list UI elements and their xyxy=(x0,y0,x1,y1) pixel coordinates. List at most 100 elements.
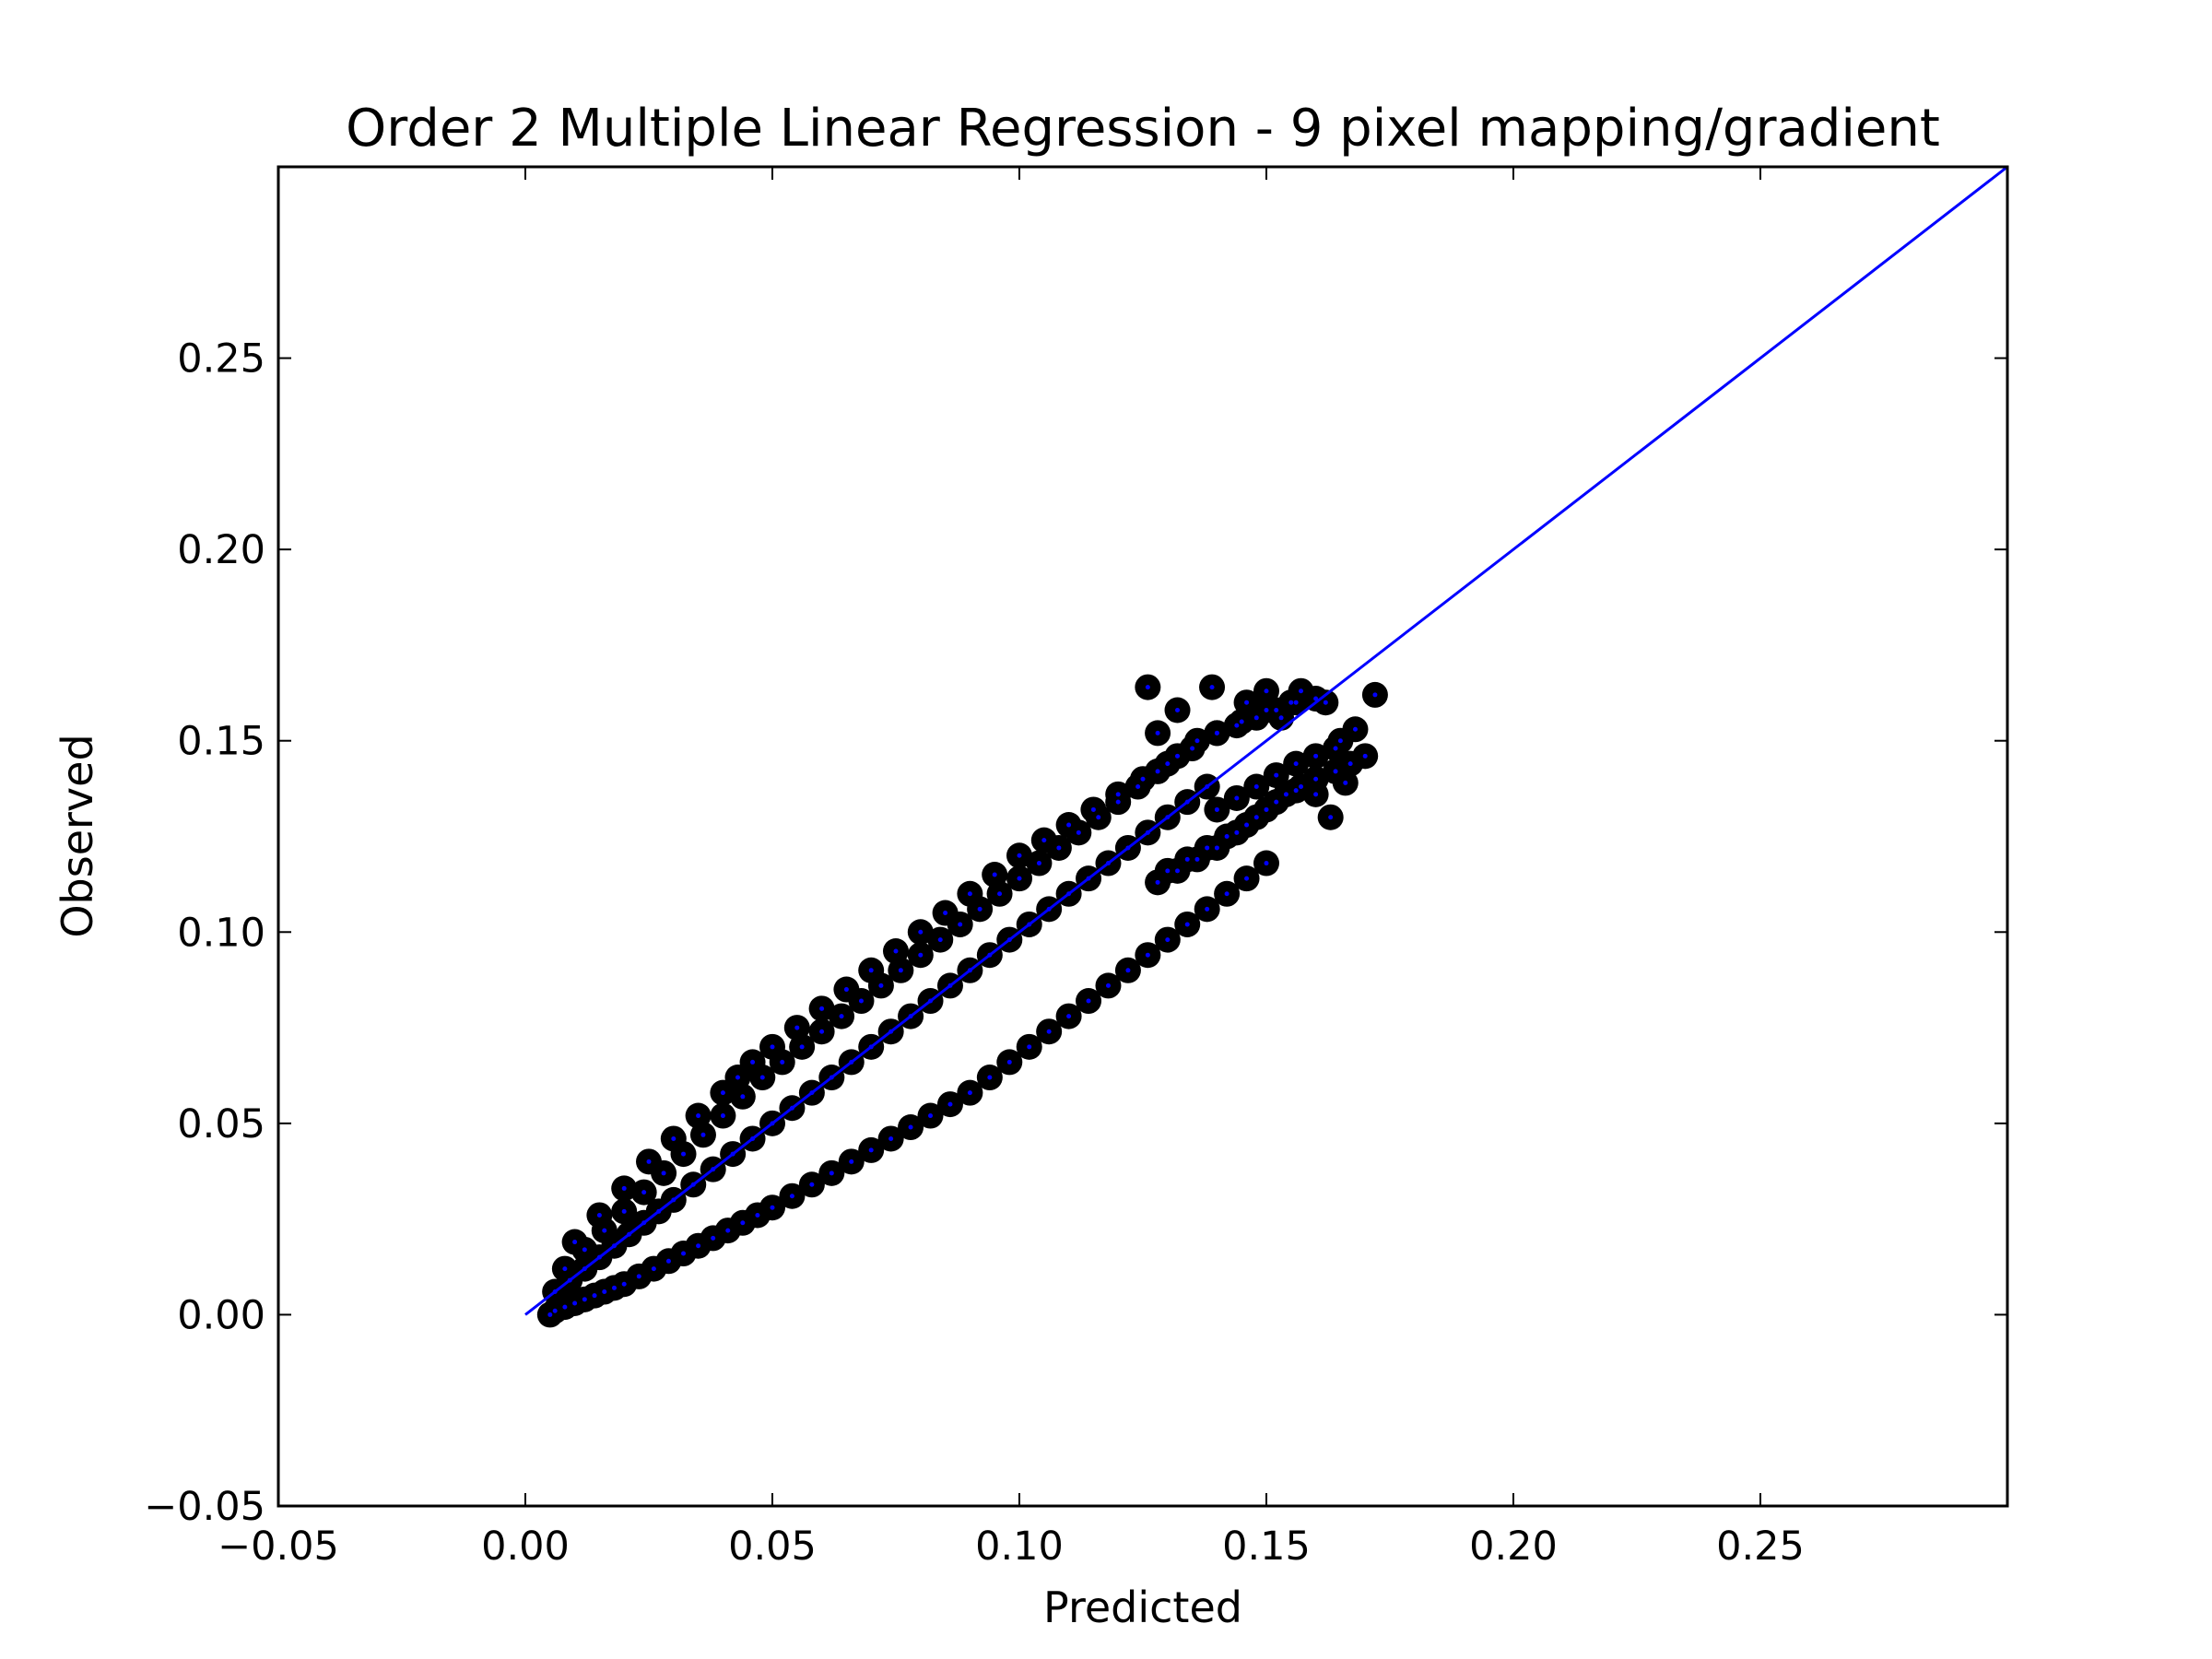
data-point-center xyxy=(967,891,972,897)
x-tick-label: 0.10 xyxy=(975,1524,1064,1570)
data-point-center xyxy=(1096,815,1101,820)
data-point-center xyxy=(1046,1029,1052,1034)
data-point-center xyxy=(898,968,903,973)
data-point-center xyxy=(1155,769,1160,774)
data-point-center xyxy=(1165,761,1171,767)
x-tick-label: 0.15 xyxy=(1222,1524,1311,1570)
data-point-center xyxy=(1323,700,1328,705)
data-point-center xyxy=(809,1182,815,1187)
x-tick-label: 0.20 xyxy=(1469,1524,1558,1570)
data-point-center xyxy=(1253,715,1259,721)
data-point-center xyxy=(1352,726,1358,732)
data-point-center xyxy=(572,1300,578,1306)
data-point-center xyxy=(1115,792,1121,797)
data-point-center xyxy=(641,1190,647,1195)
data-point-center xyxy=(1209,685,1215,690)
data-point-center xyxy=(770,1205,775,1210)
data-point-center xyxy=(636,1274,641,1279)
data-point-center xyxy=(947,1101,953,1107)
data-point-center xyxy=(602,1228,607,1233)
data-point-center xyxy=(671,1135,677,1141)
data-point-center xyxy=(1293,700,1299,705)
data-point-center xyxy=(789,1194,794,1199)
data-point-center xyxy=(1274,799,1279,805)
x-tick-labels: −0.05 0.00 0.05 0.10 0.15 0.20 0.25 xyxy=(218,1524,1805,1570)
data-point-center xyxy=(1115,799,1121,805)
data-point-center xyxy=(750,1059,756,1065)
data-point-center xyxy=(1036,861,1041,866)
data-point-center xyxy=(651,1266,656,1272)
data-point-center xyxy=(849,1159,854,1164)
data-point-center xyxy=(1264,688,1269,694)
data-point-center xyxy=(1006,1059,1012,1065)
data-point-center xyxy=(1253,784,1259,790)
data-point-center xyxy=(1175,708,1181,713)
data-point-center xyxy=(780,1059,785,1065)
data-point-center xyxy=(1293,788,1299,794)
data-point-center xyxy=(602,1289,607,1295)
data-point-center xyxy=(596,1212,602,1218)
data-point-center xyxy=(621,1185,627,1191)
data-point-center xyxy=(858,998,864,1004)
data-point-center xyxy=(611,1285,617,1290)
data-point-center xyxy=(1140,776,1146,782)
data-point-center xyxy=(1313,776,1319,782)
data-point-center xyxy=(1264,806,1269,812)
data-point-center xyxy=(937,937,943,943)
data-point-center xyxy=(1239,719,1244,724)
data-point-center xyxy=(1145,685,1150,690)
data-point-center xyxy=(967,1090,972,1096)
data-point-center xyxy=(1274,708,1279,713)
data-point-center xyxy=(1184,856,1190,862)
data-point-center xyxy=(1066,1014,1072,1019)
data-point-center xyxy=(1175,753,1181,759)
reference-line-layer xyxy=(524,167,2007,1316)
data-point-center xyxy=(992,872,997,877)
data-point-center xyxy=(740,1220,746,1226)
data-point-center xyxy=(1234,830,1240,835)
data-point-center xyxy=(696,1113,701,1119)
data-point-center xyxy=(1066,822,1072,828)
data-point-center xyxy=(759,1075,765,1080)
data-point-center xyxy=(646,1159,652,1164)
x-axis-label: Predicted xyxy=(1043,1583,1242,1632)
data-point-center xyxy=(918,929,924,935)
data-point-center xyxy=(1234,723,1240,728)
data-point-center xyxy=(1333,746,1338,751)
data-point-center xyxy=(1194,856,1200,862)
data-point-center xyxy=(711,1235,716,1241)
data-point-center xyxy=(1299,784,1304,790)
data-point-center xyxy=(1214,730,1219,735)
x-tick-label: 0.05 xyxy=(728,1524,817,1570)
data-point-center xyxy=(987,1075,993,1080)
data-point-center xyxy=(1278,715,1284,721)
data-point-center xyxy=(582,1297,587,1302)
chart-title: Order 2 Multiple Linear Regression - 9 p… xyxy=(346,99,1940,159)
data-point-center xyxy=(819,1006,825,1011)
data-point-center xyxy=(1076,830,1081,835)
data-point-center xyxy=(1313,696,1319,701)
data-point-center xyxy=(572,1240,578,1245)
data-point-center xyxy=(661,1171,666,1176)
data-point-center xyxy=(735,1075,740,1080)
data-point-center xyxy=(1293,761,1299,767)
data-point-center xyxy=(1194,738,1200,744)
data-point-center xyxy=(1090,806,1096,812)
data-point-center xyxy=(1343,780,1348,785)
data-point-center xyxy=(1362,753,1368,759)
y-axis-label: Observed xyxy=(53,734,102,937)
data-point-center xyxy=(681,1251,687,1256)
y-tick-labels: −0.05 0.00 0.05 0.10 0.15 0.20 0.25 xyxy=(144,336,265,1530)
data-point-center xyxy=(592,1293,597,1299)
data-point-center xyxy=(1244,700,1250,705)
data-point-center xyxy=(681,1151,687,1157)
data-point-center xyxy=(725,1228,731,1233)
data-point-center xyxy=(794,1025,800,1030)
data-point-center xyxy=(908,1124,913,1130)
data-point-center xyxy=(1017,876,1022,881)
data-point-center xyxy=(720,1090,725,1096)
data-point-center xyxy=(621,1208,627,1214)
data-point-center xyxy=(1125,968,1131,973)
data-point-center xyxy=(1214,806,1219,812)
